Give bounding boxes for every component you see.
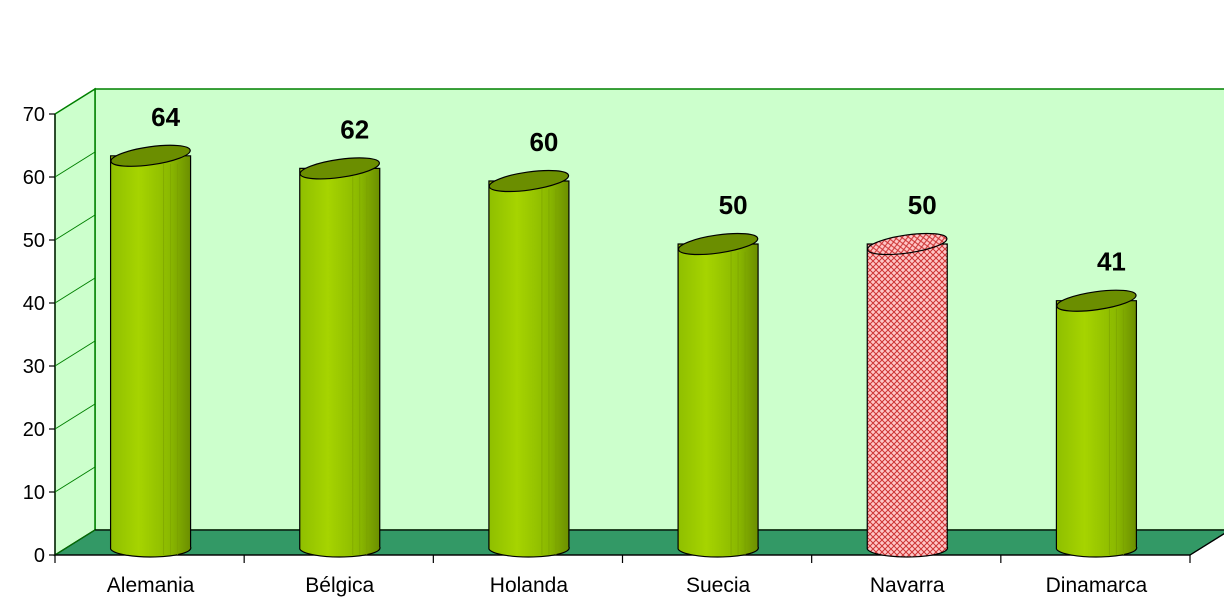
x-tick-label: Bélgica (305, 574, 374, 597)
data-label: 64 (151, 102, 180, 132)
back-wall (94, 88, 1224, 531)
y-tick-depth (54, 529, 96, 556)
bar-top (488, 169, 570, 193)
data-labels: 64 62 60 50 50 41 (151, 102, 1126, 277)
bar-body (677, 243, 759, 558)
data-label: 62 (340, 114, 369, 144)
bar-body (109, 155, 192, 558)
x-tick-label: Navarra (870, 574, 945, 597)
y-tick-label: 60 (23, 167, 45, 189)
y-tick-label: 30 (23, 356, 45, 378)
bar-bélgica (299, 157, 381, 558)
bar-body (1055, 300, 1138, 558)
x-tick-label: Alemania (107, 574, 195, 597)
bar-suecia (677, 232, 759, 558)
x-tick-label: Holanda (490, 574, 569, 597)
bar-top (677, 232, 759, 256)
bar-alemania (109, 144, 192, 558)
bars (109, 144, 1138, 558)
y-tick-depth (54, 466, 96, 493)
y-tick-label: 50 (23, 230, 45, 252)
x-axis-labels: Alemania Bélgica Holanda Suecia Navarra Dinam… (107, 574, 1148, 597)
x-tick-label: Suecia (686, 574, 751, 597)
bar-top (299, 157, 380, 180)
bar-top (1056, 289, 1137, 312)
x-tick-label: Dinamarca (1046, 574, 1148, 597)
floor-edge (1189, 533, 1224, 556)
bar-holanda (488, 169, 570, 558)
bar-top (867, 232, 948, 256)
y-tick-depth (54, 214, 96, 241)
plot-walls (52, 87, 1224, 557)
data-label: 50 (908, 190, 937, 220)
y-tick-label: 0 (34, 545, 45, 567)
y-tick-depth (54, 88, 96, 115)
y-tick-depth (54, 277, 96, 304)
y-tick-depth (54, 403, 96, 430)
bar-body (299, 167, 381, 558)
floor (52, 529, 1224, 556)
bar-body (866, 243, 949, 558)
bar-top (110, 144, 191, 167)
bar-navarra (866, 232, 949, 558)
y-tick-label: 10 (23, 482, 45, 504)
side-wall (54, 87, 96, 557)
y-tick-label: 40 (23, 293, 45, 315)
data-label: 41 (1097, 247, 1126, 277)
y-tick-label: 20 (23, 419, 45, 441)
y-tick-label: 70 (23, 104, 45, 126)
bar-dinamarca (1055, 289, 1138, 558)
y-axis: 0 10 20 30 40 50 60 70 (23, 88, 1224, 567)
bar-body (488, 180, 570, 558)
y-tick-depth (54, 151, 96, 178)
data-label: 60 (529, 127, 558, 157)
y-tick-depth (54, 340, 96, 367)
data-label: 50 (719, 190, 748, 220)
